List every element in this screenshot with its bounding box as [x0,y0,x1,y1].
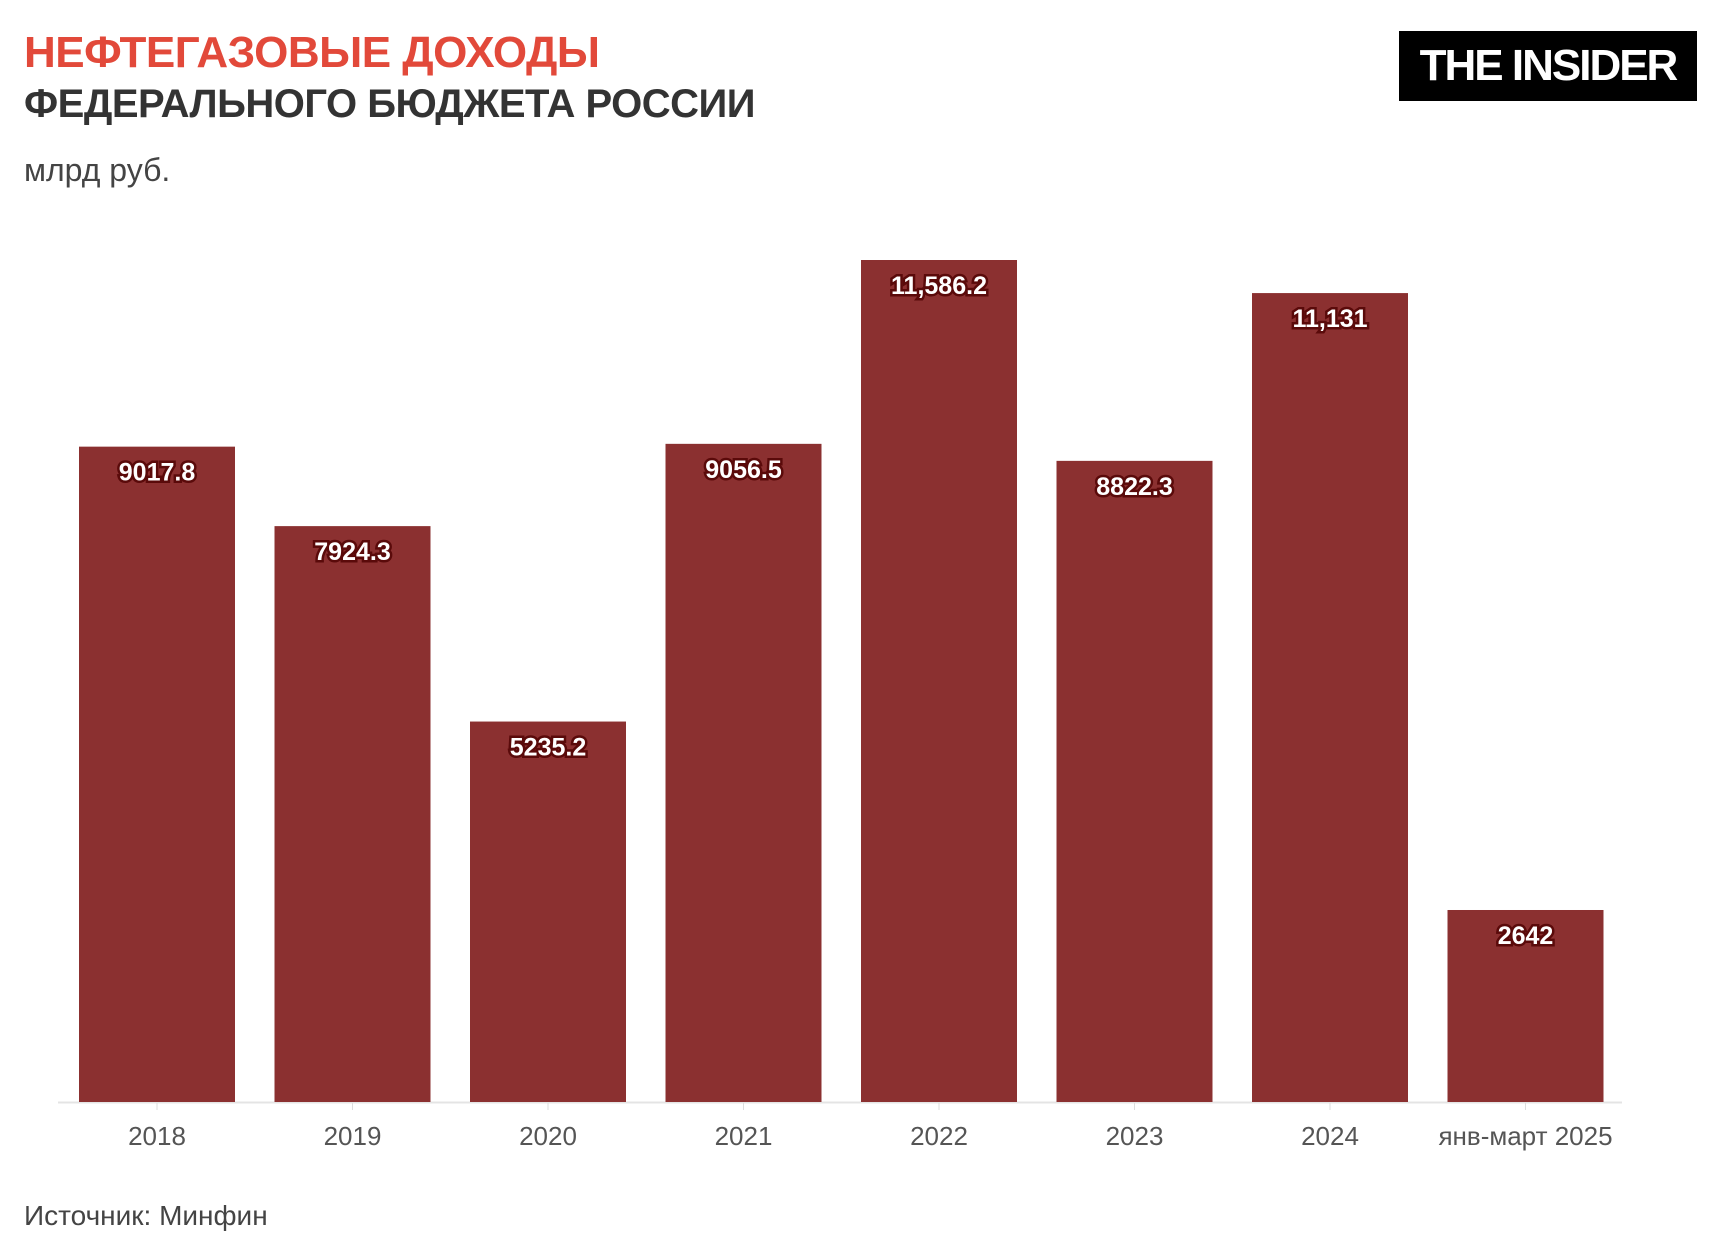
the-insider-logo: THE INSIDER [1399,31,1697,101]
bar-2023 [1056,460,1213,1102]
bar-2022 [861,260,1017,1102]
data-label: 11,131 [1292,305,1367,333]
x-tick-label: 2020 [519,1121,577,1151]
x-tick-label: 2022 [910,1121,968,1151]
chart-title-line1: НЕФТЕГАЗОВЫЕ ДОХОДЫ [24,28,600,77]
x-tick-label: янв-март 2025 [1438,1121,1612,1151]
x-tick-label: 2023 [1106,1121,1164,1151]
x-tick-label: 2021 [715,1121,773,1151]
bar-2020 [470,721,626,1102]
data-label: 7924.3 [314,538,390,566]
x-tick-label: 2019 [324,1121,382,1151]
data-label: 5235.2 [510,734,586,762]
bar-2021 [665,443,822,1102]
bar-2019 [274,526,431,1102]
data-label: 11,586.2 [891,272,987,300]
bar-2024 [1252,293,1408,1103]
bar-2018 [79,446,235,1102]
data-label: 9017.8 [119,459,196,487]
unit-label: млрд руб. [24,152,171,188]
data-label: 8822.3 [1096,473,1172,501]
data-label: 2642 [1498,922,1554,950]
x-tick-label: 2024 [1301,1121,1359,1151]
bar-янв-март 2025 [1447,909,1604,1102]
x-tick-label: 2018 [128,1121,186,1151]
chart-title-line2: ФЕДЕРАЛЬНОГО БЮДЖЕТА РОССИИ [24,82,756,126]
source-note: Источник: Минфин [24,1200,268,1231]
data-label: 9056.5 [705,456,782,484]
